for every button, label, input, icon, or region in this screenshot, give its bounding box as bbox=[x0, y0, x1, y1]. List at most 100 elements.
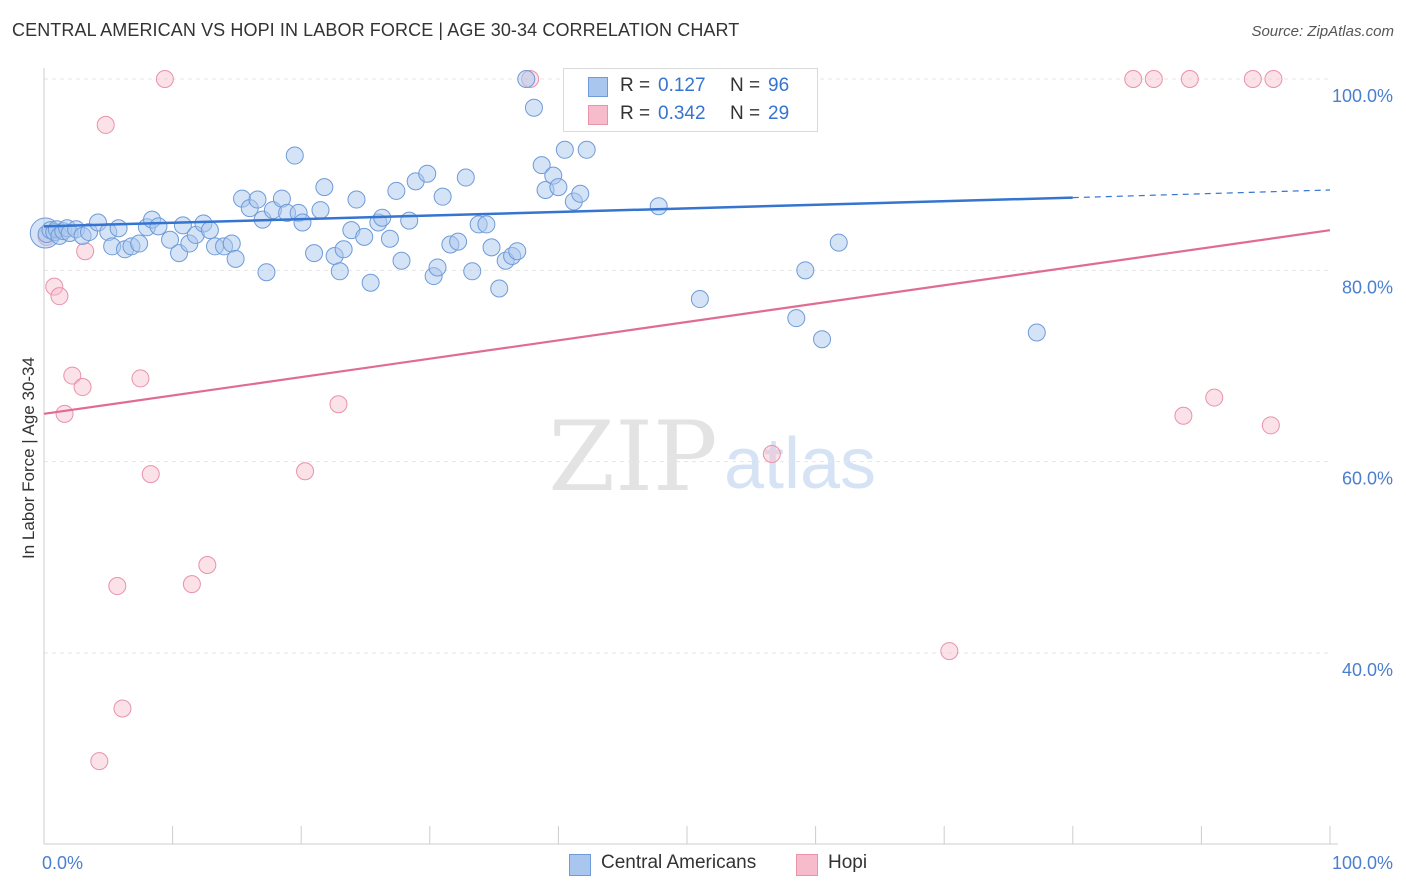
hopi-point bbox=[141, 465, 160, 484]
y-tick-label: 40.0% bbox=[1342, 660, 1393, 680]
central-american-point bbox=[149, 217, 168, 236]
central-american-point bbox=[524, 98, 543, 117]
central-american-point bbox=[1027, 323, 1046, 342]
y-tick-label: 100.0% bbox=[1332, 86, 1393, 106]
watermark: ZIP atlas bbox=[548, 401, 876, 513]
central-american-point bbox=[248, 190, 267, 209]
trend-lines bbox=[43, 189, 1331, 415]
central-american-point bbox=[463, 262, 482, 281]
central-american-point bbox=[490, 279, 509, 298]
hopi-point bbox=[1261, 416, 1280, 435]
central-american-point bbox=[311, 201, 330, 220]
central-american-point bbox=[449, 232, 468, 251]
watermark-atlas: atlas bbox=[724, 424, 876, 504]
central-american-point bbox=[222, 234, 241, 253]
hopi-point bbox=[1144, 70, 1163, 88]
central-american-point bbox=[796, 261, 815, 280]
legend-r-label: R = bbox=[620, 75, 651, 96]
central-american-point bbox=[347, 190, 366, 209]
legend-swatch-blue bbox=[588, 77, 608, 97]
central-american-point bbox=[690, 290, 709, 309]
central-american-point bbox=[285, 146, 304, 165]
legend-r-value: 0.127 bbox=[658, 75, 706, 96]
hopi-point bbox=[1205, 388, 1224, 407]
legend-n-label: N = bbox=[730, 103, 761, 124]
hopi-point bbox=[296, 462, 315, 481]
hopi-trend-line bbox=[43, 229, 1331, 415]
central-american-point bbox=[130, 234, 149, 253]
hopi-point bbox=[329, 395, 348, 414]
central-american-point bbox=[305, 244, 324, 263]
hopi-point bbox=[1124, 70, 1143, 88]
hopi-point bbox=[182, 575, 201, 594]
hopi-point bbox=[131, 369, 150, 388]
central-american-point bbox=[293, 213, 312, 232]
central-american-point bbox=[109, 219, 128, 238]
central-american-point bbox=[829, 233, 848, 252]
hopi-point bbox=[73, 378, 92, 397]
central-american-point bbox=[508, 242, 527, 261]
y-tick-label: 60.0% bbox=[1342, 469, 1393, 489]
bottom-legend-label: Hopi bbox=[828, 852, 868, 873]
hopi-point bbox=[1243, 70, 1262, 88]
central-american-point bbox=[433, 187, 452, 206]
source-credit: Source: ZipAtlas.com bbox=[1251, 23, 1394, 40]
central-american-point bbox=[813, 330, 832, 349]
axes bbox=[43, 68, 1338, 845]
central-american-point bbox=[257, 263, 276, 282]
central-american-point bbox=[418, 164, 437, 183]
hopi-point bbox=[76, 242, 95, 261]
central-american-point bbox=[517, 70, 536, 88]
legend: R = 0.127 N = 96 R = 0.342 N = 29 bbox=[563, 68, 818, 132]
gridlines bbox=[44, 78, 1330, 654]
central-american-point bbox=[532, 156, 551, 175]
central-american-point bbox=[571, 184, 590, 203]
hopi-points bbox=[37, 70, 1283, 771]
central-american-point bbox=[392, 251, 411, 270]
hopi-point bbox=[108, 577, 127, 596]
central-american-point bbox=[315, 178, 334, 197]
hopi-point bbox=[90, 752, 109, 771]
hopi-point bbox=[155, 70, 174, 88]
legend-n-label: N = bbox=[730, 75, 761, 96]
hopi-point bbox=[63, 366, 82, 385]
central-american-point bbox=[549, 178, 568, 197]
x-tick-label: 100.0% bbox=[1332, 853, 1393, 873]
central-american-point bbox=[200, 221, 219, 240]
central-american-point bbox=[428, 258, 447, 277]
chart-title: CENTRAL AMERICAN VS HOPI IN LABOR FORCE … bbox=[12, 20, 740, 40]
legend-r-value: 0.342 bbox=[658, 103, 706, 124]
hopi-point bbox=[113, 699, 132, 718]
central-american-point bbox=[400, 211, 419, 230]
central-american-point bbox=[380, 229, 399, 248]
legend-r-label: R = bbox=[620, 103, 651, 124]
hopi-point bbox=[198, 555, 217, 574]
central-american-point bbox=[161, 230, 180, 249]
central-american-point bbox=[649, 197, 668, 216]
central-american-point bbox=[226, 249, 245, 268]
legend-swatch-pink bbox=[588, 105, 608, 125]
hopi-point bbox=[762, 445, 781, 464]
central-american-point bbox=[477, 215, 496, 234]
bottom-legend-swatch-pink bbox=[796, 854, 818, 876]
bottom-legend-label: Central Americans bbox=[601, 852, 757, 873]
central-american-point bbox=[787, 309, 806, 328]
central-american-trend-line bbox=[43, 196, 1073, 228]
hopi-point bbox=[55, 404, 74, 423]
hopi-point bbox=[1174, 406, 1193, 425]
central-american-trend-extension bbox=[1072, 189, 1331, 199]
central-american-point bbox=[387, 181, 406, 200]
hopi-point bbox=[45, 277, 64, 296]
bottom-legend-swatch-blue bbox=[569, 854, 591, 876]
central-american-point bbox=[330, 262, 349, 281]
central-american-point bbox=[482, 238, 501, 257]
watermark-zip: ZIP bbox=[548, 401, 717, 513]
legend-n-value: 96 bbox=[768, 75, 790, 96]
central-american-point bbox=[334, 240, 353, 259]
hopi-point bbox=[1264, 70, 1283, 88]
hopi-point bbox=[96, 115, 115, 134]
central-american-points bbox=[29, 70, 1046, 349]
x-tick-label: 0.0% bbox=[42, 853, 83, 873]
hopi-point bbox=[940, 642, 959, 661]
